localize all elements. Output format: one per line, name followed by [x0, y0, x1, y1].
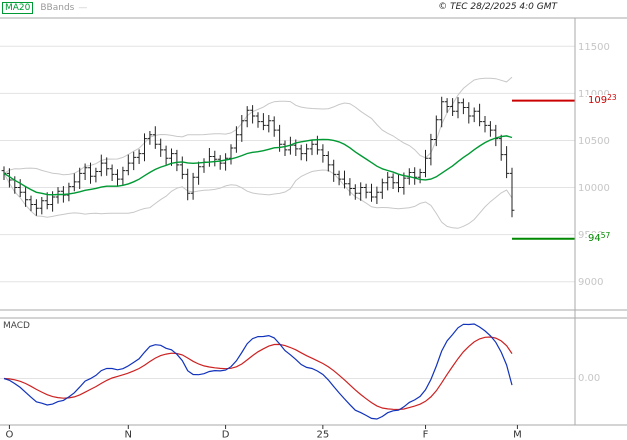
support-label-main: 94: [588, 232, 601, 244]
legend-sample: —: [78, 3, 88, 13]
copyright-text: © TEC 28/2/2025 4:0 GMT: [438, 2, 557, 12]
svg-text:10000: 10000: [578, 183, 610, 194]
legend-bbands: BBands: [40, 3, 75, 13]
svg-text:11500: 11500: [578, 42, 610, 53]
resistance-label: 10923: [587, 93, 618, 106]
macd-pane: [0, 323, 575, 420]
macd-zero-label: 0.00: [578, 372, 601, 384]
svg-text:O: O: [5, 430, 13, 440]
support-label: 9457: [587, 231, 612, 244]
svg-text:F: F: [423, 430, 429, 440]
level-lines: [512, 99, 575, 240]
ohlc-bars: [1, 96, 515, 218]
resistance-label-decimals: 23: [607, 93, 617, 103]
bollinger-bands: [3, 76, 513, 229]
svg-text:9000: 9000: [578, 277, 603, 288]
svg-text:D: D: [222, 430, 230, 440]
svg-text:11000: 11000: [578, 89, 610, 100]
x-axis: O N D 25 F M: [5, 425, 522, 440]
legend-ma20: MA20: [2, 2, 34, 14]
svg-text:10500: 10500: [578, 136, 610, 147]
svg-text:N: N: [125, 430, 132, 440]
macd-pane-label: MACD: [3, 321, 30, 331]
resistance-label-main: 109: [588, 94, 608, 106]
support-label-decimals: 57: [600, 231, 611, 241]
svg-text:25: 25: [316, 430, 329, 440]
ma20-line: [3, 135, 513, 196]
pane-borders: [0, 17, 627, 426]
legend: MA20 BBands —: [2, 2, 87, 14]
svg-text:M: M: [513, 430, 522, 440]
